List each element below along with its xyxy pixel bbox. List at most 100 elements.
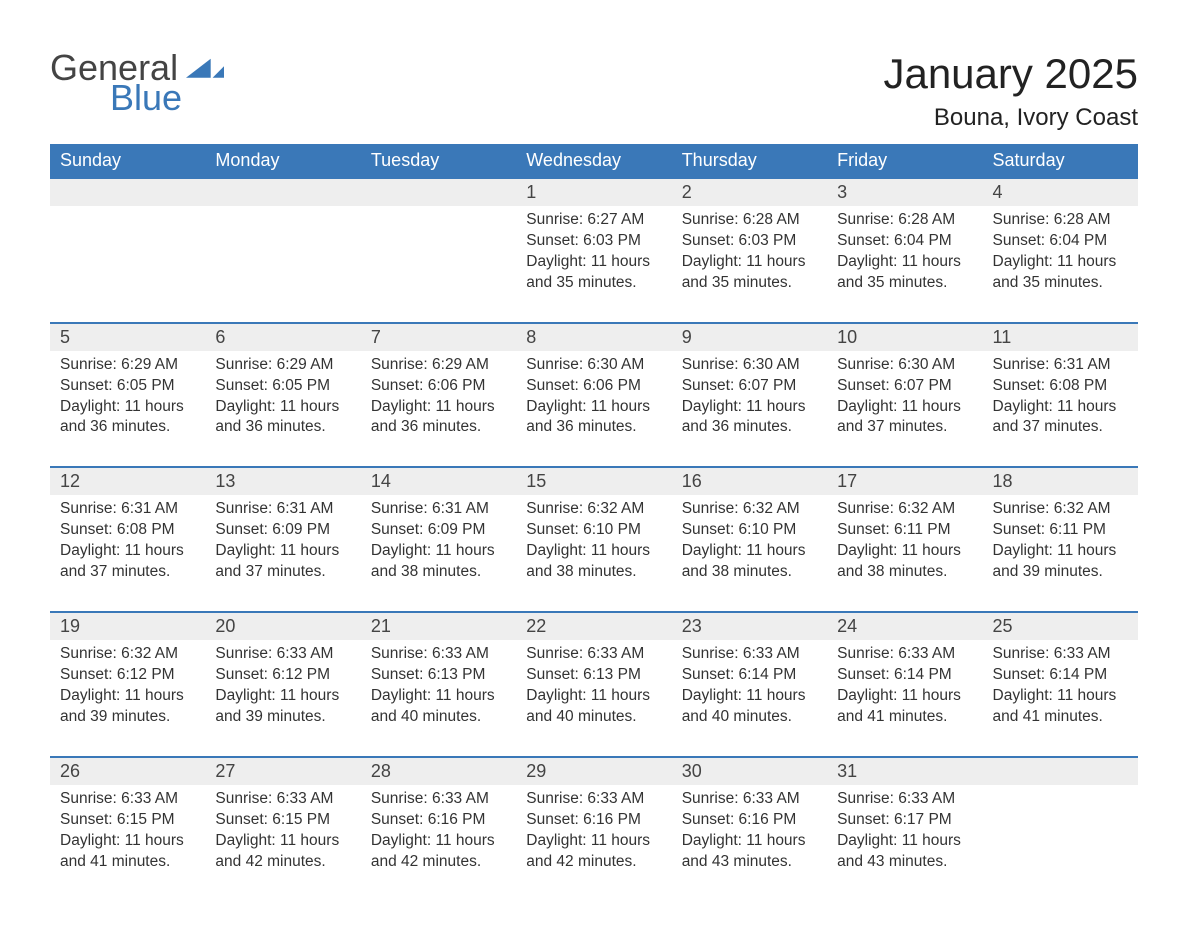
day-number: 21 xyxy=(371,616,391,636)
d1-text: Daylight: 11 hours xyxy=(371,831,506,852)
sunrise-text: Sunrise: 6:32 AM xyxy=(993,499,1128,520)
d1-text: Daylight: 11 hours xyxy=(682,541,817,562)
day-detail-cell: Sunrise: 6:32 AMSunset: 6:10 PMDaylight:… xyxy=(516,495,671,612)
d2-text: and 42 minutes. xyxy=(371,852,506,873)
sunset-text: Sunset: 6:10 PM xyxy=(526,520,661,541)
sunrise-text: Sunrise: 6:29 AM xyxy=(60,355,195,376)
sunrise-text: Sunrise: 6:27 AM xyxy=(526,210,661,231)
calendar-body: 1234Sunrise: 6:27 AMSunset: 6:03 PMDayli… xyxy=(50,178,1138,900)
day-number-cell: 27 xyxy=(205,757,360,785)
d1-text: Daylight: 11 hours xyxy=(526,541,661,562)
day-number-row: 262728293031 xyxy=(50,757,1138,785)
sunrise-text: Sunrise: 6:31 AM xyxy=(60,499,195,520)
day-number-cell: 8 xyxy=(516,323,671,351)
day-number: 22 xyxy=(526,616,546,636)
sunset-text: Sunset: 6:12 PM xyxy=(215,665,350,686)
day-number-cell: 19 xyxy=(50,612,205,640)
day-number-row: 1234 xyxy=(50,178,1138,206)
sunrise-text: Sunrise: 6:33 AM xyxy=(371,789,506,810)
sunset-text: Sunset: 6:08 PM xyxy=(60,520,195,541)
d2-text: and 37 minutes. xyxy=(215,562,350,583)
sunset-text: Sunset: 6:16 PM xyxy=(526,810,661,831)
sunset-text: Sunset: 6:04 PM xyxy=(837,231,972,252)
d2-text: and 36 minutes. xyxy=(215,417,350,438)
day-number-cell: 26 xyxy=(50,757,205,785)
weekday-header: Wednesday xyxy=(516,144,671,178)
day-number-cell: 4 xyxy=(983,178,1138,206)
sunrise-text: Sunrise: 6:33 AM xyxy=(60,789,195,810)
day-detail-cell: Sunrise: 6:33 AMSunset: 6:13 PMDaylight:… xyxy=(516,640,671,757)
day-detail-cell: Sunrise: 6:29 AMSunset: 6:05 PMDaylight:… xyxy=(50,351,205,468)
sunrise-text: Sunrise: 6:30 AM xyxy=(682,355,817,376)
brand-flag-icon xyxy=(186,58,224,86)
weekday-header: Monday xyxy=(205,144,360,178)
d1-text: Daylight: 11 hours xyxy=(371,541,506,562)
day-detail-cell: Sunrise: 6:33 AMSunset: 6:14 PMDaylight:… xyxy=(983,640,1138,757)
day-detail-cell: Sunrise: 6:31 AMSunset: 6:08 PMDaylight:… xyxy=(50,495,205,612)
sunset-text: Sunset: 6:15 PM xyxy=(60,810,195,831)
d2-text: and 35 minutes. xyxy=(837,273,972,294)
d1-text: Daylight: 11 hours xyxy=(837,397,972,418)
d1-text: Daylight: 11 hours xyxy=(682,252,817,273)
d1-text: Daylight: 11 hours xyxy=(837,541,972,562)
d1-text: Daylight: 11 hours xyxy=(993,397,1128,418)
day-detail-cell: Sunrise: 6:33 AMSunset: 6:14 PMDaylight:… xyxy=(827,640,982,757)
day-number: 19 xyxy=(60,616,80,636)
day-number-cell: 12 xyxy=(50,467,205,495)
sunrise-text: Sunrise: 6:32 AM xyxy=(60,644,195,665)
day-detail-cell: Sunrise: 6:28 AMSunset: 6:04 PMDaylight:… xyxy=(827,206,982,323)
day-number: 18 xyxy=(993,471,1013,491)
d1-text: Daylight: 11 hours xyxy=(526,252,661,273)
day-number-cell: 5 xyxy=(50,323,205,351)
d1-text: Daylight: 11 hours xyxy=(682,397,817,418)
day-number: 15 xyxy=(526,471,546,491)
sunset-text: Sunset: 6:11 PM xyxy=(837,520,972,541)
day-number-cell: 18 xyxy=(983,467,1138,495)
day-number: 20 xyxy=(215,616,235,636)
d2-text: and 41 minutes. xyxy=(837,707,972,728)
d2-text: and 36 minutes. xyxy=(371,417,506,438)
d2-text: and 41 minutes. xyxy=(60,852,195,873)
d1-text: Daylight: 11 hours xyxy=(682,686,817,707)
day-number-row: 12131415161718 xyxy=(50,467,1138,495)
day-detail-cell xyxy=(50,206,205,323)
sunrise-text: Sunrise: 6:28 AM xyxy=(682,210,817,231)
day-number: 12 xyxy=(60,471,80,491)
sunset-text: Sunset: 6:14 PM xyxy=(993,665,1128,686)
d1-text: Daylight: 11 hours xyxy=(60,541,195,562)
day-detail-cell: Sunrise: 6:31 AMSunset: 6:09 PMDaylight:… xyxy=(205,495,360,612)
day-number-cell: 13 xyxy=(205,467,360,495)
day-number: 25 xyxy=(993,616,1013,636)
d2-text: and 39 minutes. xyxy=(215,707,350,728)
day-number: 2 xyxy=(682,182,692,202)
sunrise-text: Sunrise: 6:32 AM xyxy=(682,499,817,520)
day-number-cell: 14 xyxy=(361,467,516,495)
day-number-cell: 24 xyxy=(827,612,982,640)
d1-text: Daylight: 11 hours xyxy=(993,252,1128,273)
day-number: 17 xyxy=(837,471,857,491)
day-detail-cell xyxy=(983,785,1138,901)
d2-text: and 38 minutes. xyxy=(837,562,972,583)
day-number: 3 xyxy=(837,182,847,202)
day-number-cell: 23 xyxy=(672,612,827,640)
day-number: 5 xyxy=(60,327,70,347)
day-detail-cell: Sunrise: 6:32 AMSunset: 6:11 PMDaylight:… xyxy=(827,495,982,612)
day-detail-cell: Sunrise: 6:33 AMSunset: 6:12 PMDaylight:… xyxy=(205,640,360,757)
day-number: 4 xyxy=(993,182,1003,202)
sunset-text: Sunset: 6:16 PM xyxy=(682,810,817,831)
day-detail-cell: Sunrise: 6:28 AMSunset: 6:03 PMDaylight:… xyxy=(672,206,827,323)
sunrise-text: Sunrise: 6:31 AM xyxy=(371,499,506,520)
sunset-text: Sunset: 6:04 PM xyxy=(993,231,1128,252)
day-number-cell: 30 xyxy=(672,757,827,785)
day-detail-cell: Sunrise: 6:28 AMSunset: 6:04 PMDaylight:… xyxy=(983,206,1138,323)
day-number-cell: 25 xyxy=(983,612,1138,640)
d1-text: Daylight: 11 hours xyxy=(60,397,195,418)
sunset-text: Sunset: 6:03 PM xyxy=(682,231,817,252)
day-number: 27 xyxy=(215,761,235,781)
sunset-text: Sunset: 6:09 PM xyxy=(215,520,350,541)
sunset-text: Sunset: 6:13 PM xyxy=(371,665,506,686)
day-detail-cell: Sunrise: 6:32 AMSunset: 6:12 PMDaylight:… xyxy=(50,640,205,757)
day-detail-row: Sunrise: 6:32 AM Sunset: 6:12 PM Daylight:… xyxy=(50,640,1138,757)
d1-text: Daylight: 11 hours xyxy=(60,686,195,707)
sunrise-text: Sunrise: 6:33 AM xyxy=(215,644,350,665)
